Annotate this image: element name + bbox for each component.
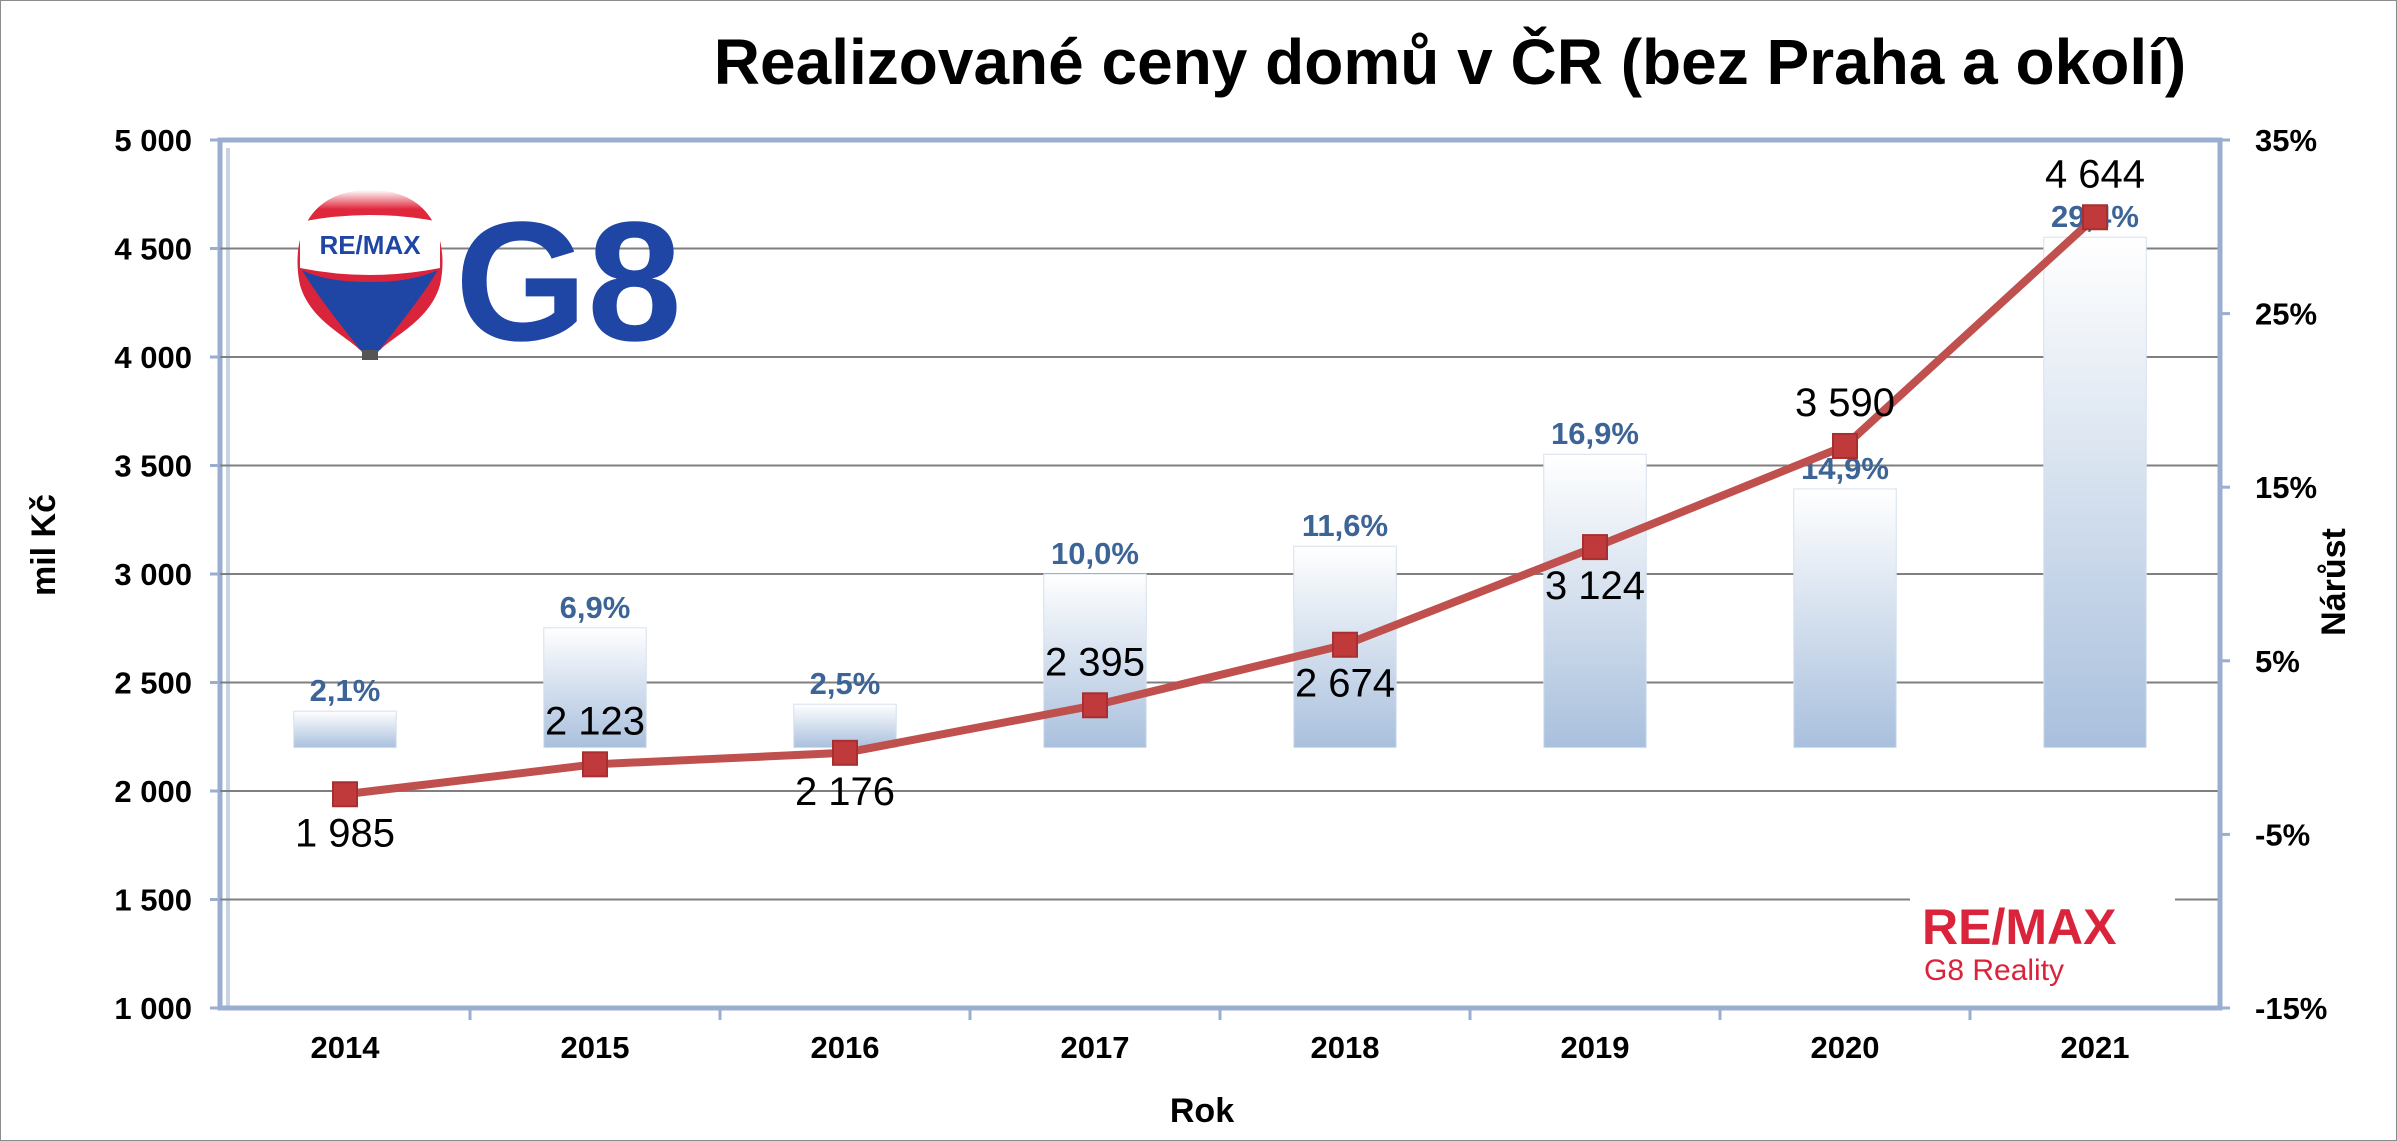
y-tick-label: 4 000 xyxy=(114,340,192,375)
price-marker xyxy=(1582,534,1608,561)
price-value-labels: 1 985 2 123 2 176 2 395 2 674 3 124 3 590 4 644 xyxy=(295,152,2145,855)
growth-bar xyxy=(1543,453,1647,749)
price-value-label: 1 985 xyxy=(295,811,395,855)
x-tick-label: 2017 xyxy=(1061,1030,1130,1065)
y2-tick-label: -15% xyxy=(2255,991,2327,1026)
x-axis-ticks: 2014 2015 2016 2017 2018 2019 2020 2021 xyxy=(311,1008,2130,1065)
growth-bar-labels: 2,1%6,9%2,5%10,0%11,6%16,9%14,9%29,4% xyxy=(310,199,2139,708)
y-tick-label: 5 000 xyxy=(114,123,192,158)
growth-bar xyxy=(543,627,647,749)
y2-tick-label: 25% xyxy=(2255,297,2317,332)
growth-bar xyxy=(2043,236,2147,749)
x-tick-label: 2019 xyxy=(1561,1030,1630,1065)
price-marker xyxy=(332,781,358,808)
x-tick-label: 2016 xyxy=(811,1030,880,1065)
remax-g8-reality-logo: RE/MAX G8 Reality xyxy=(1910,895,2175,995)
price-value-label: 2 176 xyxy=(795,770,895,814)
price-marker xyxy=(1332,631,1358,658)
growth-bar-label: 6,9% xyxy=(560,590,631,625)
growth-bar-label: 2,1% xyxy=(310,673,381,708)
price-value-label: 2 674 xyxy=(1295,662,1395,706)
price-value-label: 4 644 xyxy=(2045,152,2145,196)
y-tick-label: 3 000 xyxy=(114,557,192,592)
price-value-label: 2 395 xyxy=(1045,640,1145,684)
price-marker xyxy=(1832,432,1858,459)
x-tick-label: 2018 xyxy=(1311,1030,1380,1065)
price-marker xyxy=(1082,692,1108,719)
growth-bar-label: 16,9% xyxy=(1551,416,1639,451)
price-line-layer xyxy=(332,204,2108,808)
y-axis-left-ticks: 1 000 1 500 2 000 2 500 3 000 3 500 4 000 4 500… xyxy=(114,123,220,1026)
y-tick-label: 1 500 xyxy=(114,883,192,918)
growth-bar xyxy=(293,710,397,749)
x-tick-label: 2021 xyxy=(2061,1030,2130,1065)
y2-tick-label: 5% xyxy=(2255,644,2300,679)
price-marker xyxy=(582,751,608,778)
y-tick-label: 2 500 xyxy=(114,666,192,701)
g8-logo-text: G8 xyxy=(455,187,682,377)
balloon-remax-text: RE/MAX xyxy=(319,230,421,260)
price-marker xyxy=(2082,204,2108,231)
y-tick-label: 3 500 xyxy=(114,449,192,484)
price-value-label: 2 123 xyxy=(545,699,645,743)
x-tick-label: 2020 xyxy=(1811,1030,1880,1065)
growth-bar-label: 10,0% xyxy=(1051,536,1139,571)
x-axis-title: Rok xyxy=(1170,1092,1234,1130)
y2-tick-label: -5% xyxy=(2255,817,2310,852)
growth-bar xyxy=(1793,488,1897,749)
remax-logo-text: RE/MAX xyxy=(1922,899,2116,955)
g8-reality-text: G8 Reality xyxy=(1924,954,2064,987)
price-marker xyxy=(832,739,858,766)
x-tick-label: 2015 xyxy=(561,1030,630,1065)
remax-g8-logo: RE/MAX G8 xyxy=(297,187,682,377)
y-axis-right-title: Nárůst xyxy=(2315,528,2353,636)
chart-title: Realizované ceny domů v ČR (bez Praha a … xyxy=(714,25,2186,98)
price-value-label: 3 590 xyxy=(1795,381,1895,425)
y2-tick-label: 15% xyxy=(2255,470,2317,505)
y2-tick-label: 35% xyxy=(2255,123,2317,158)
y-axis-right-ticks: -15% -5% 5% 15% 25% 35% xyxy=(2220,123,2327,1026)
y-axis-left-title: mil Kč xyxy=(25,494,63,596)
x-tick-label: 2014 xyxy=(311,1030,381,1065)
y-tick-label: 4 500 xyxy=(114,232,192,267)
growth-bar-label: 2,5% xyxy=(810,666,881,701)
growth-bars xyxy=(293,236,2147,749)
y-tick-label: 2 000 xyxy=(114,774,192,809)
growth-bar xyxy=(1043,573,1147,749)
y-tick-label: 1 000 xyxy=(114,991,192,1026)
price-line xyxy=(344,214,2098,799)
growth-bar-label: 11,6% xyxy=(1302,508,1388,543)
price-value-label: 3 124 xyxy=(1545,564,1645,608)
hot-air-balloon-icon: RE/MAX xyxy=(297,190,443,360)
